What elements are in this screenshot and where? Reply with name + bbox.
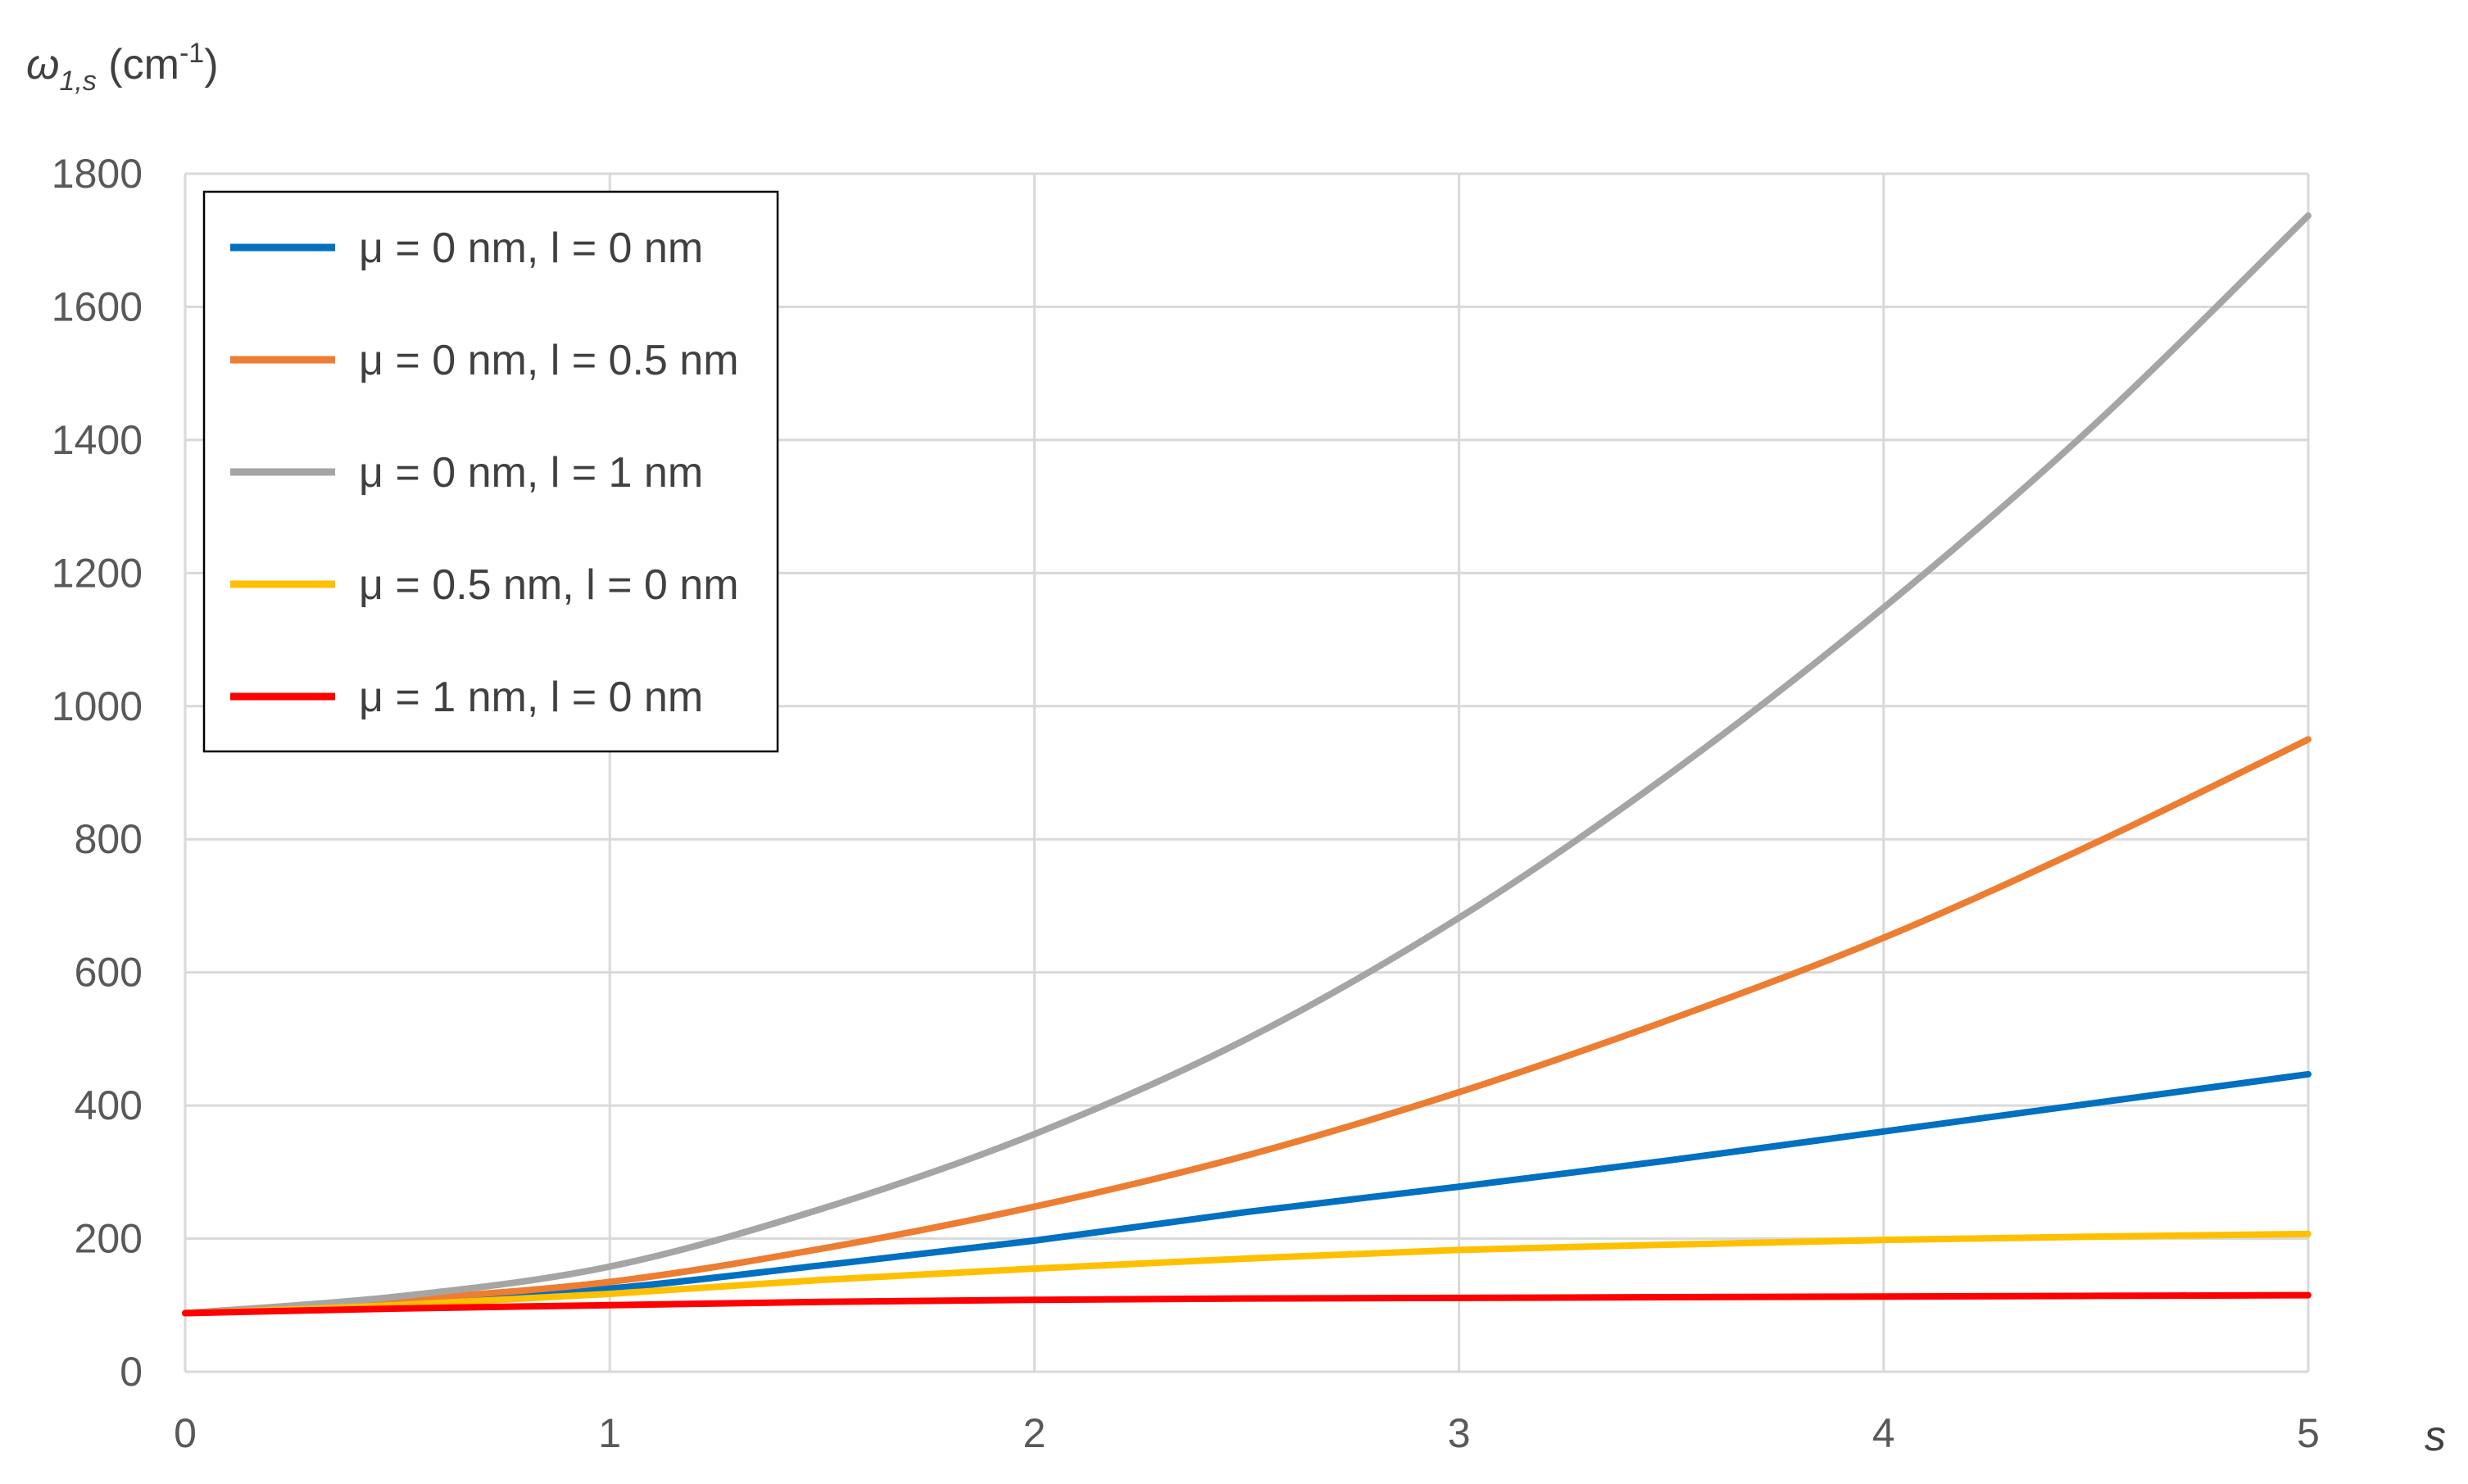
y-tick-label: 0: [120, 1349, 143, 1395]
series-line-2: [182, 736, 2311, 1317]
y-axis-tick-labels: 0 200 400 600 800 1000 1200 1400 1600 1800: [52, 151, 143, 1395]
y-axis-title: ω1,s (cm-1): [26, 38, 219, 97]
legend-label: μ = 0.5 nm, l = 0 nm: [359, 561, 739, 609]
legend-label: μ = 1 nm, l = 0 nm: [359, 674, 703, 721]
series-line-4: [182, 1230, 2311, 1317]
y-tick-label: 600: [75, 950, 143, 996]
legend-label: μ = 0 nm, l = 1 nm: [359, 449, 703, 497]
series-line-1: [182, 1070, 2311, 1317]
legend-label: μ = 0 nm, l = 0 nm: [359, 225, 703, 272]
y-tick-label: 200: [75, 1216, 143, 1262]
legend: μ = 0 nm, l = 0 nm μ = 0 nm, l = 0.5 nm μ …: [202, 190, 779, 753]
y-tick-label: 1000: [52, 683, 143, 729]
y-axis-unit-prefix: (cm: [97, 41, 179, 88]
y-tick-label: 1200: [52, 550, 143, 596]
y-axis-unit-suffix: ): [204, 41, 218, 88]
x-tick-label: 1: [598, 1410, 621, 1456]
y-tick-label: 1400: [52, 417, 143, 463]
y-tick-label: 800: [75, 816, 143, 862]
x-axis-tick-labels: 0 1 2 3 4 5: [174, 1410, 2320, 1456]
series-line-3: [182, 212, 2311, 1317]
x-tick-label: 3: [1448, 1410, 1471, 1456]
y-tick-label: 400: [75, 1082, 143, 1128]
legend-item: μ = 0 nm, l = 0 nm: [230, 225, 703, 272]
x-tick-label: 4: [1872, 1410, 1895, 1456]
legend-label: μ = 0 nm, l = 0.5 nm: [359, 337, 739, 384]
x-axis-title: s: [2425, 1413, 2446, 1460]
x-tick-label: 0: [174, 1410, 197, 1456]
y-axis-symbol: ω: [26, 41, 60, 88]
x-tick-label: 5: [2297, 1410, 2320, 1456]
series-line-5: [182, 1291, 2311, 1317]
y-tick-label: 1600: [52, 284, 143, 329]
y-axis-subscript: 1,s: [60, 66, 97, 97]
series-lines: [182, 212, 2311, 1317]
y-tick-label: 1800: [52, 151, 143, 197]
legend-item: μ = 0 nm, l = 1 nm: [230, 449, 703, 497]
legend-item: μ = 0.5 nm, l = 0 nm: [230, 561, 739, 609]
legend-item: μ = 0 nm, l = 0.5 nm: [230, 337, 739, 384]
y-axis-unit-exponent: -1: [179, 38, 204, 69]
x-tick-label: 2: [1023, 1410, 1046, 1456]
legend-item: μ = 1 nm, l = 0 nm: [230, 674, 703, 721]
